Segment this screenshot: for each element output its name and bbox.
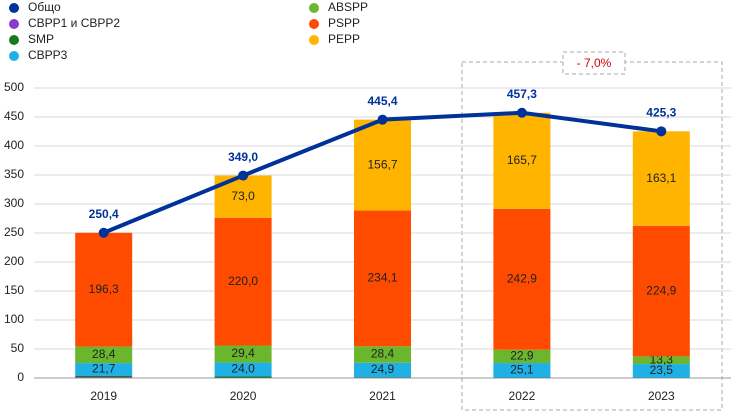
legend-marker bbox=[9, 3, 19, 13]
value-label: 23,5 bbox=[650, 363, 674, 377]
annotation: - 7,0% bbox=[577, 56, 612, 70]
value-label: 73,0 bbox=[231, 189, 255, 203]
x-tick-label: 2023 bbox=[648, 389, 675, 403]
bar-segment bbox=[75, 232, 133, 347]
total-point bbox=[98, 227, 109, 238]
value-label: 24,9 bbox=[371, 362, 395, 376]
bar-segment bbox=[354, 346, 411, 363]
legend-marker bbox=[9, 51, 19, 61]
bar-segment bbox=[354, 362, 411, 378]
x-tick-label: 2021 bbox=[369, 389, 396, 403]
total-point bbox=[238, 170, 249, 181]
x-tick-label: 2022 bbox=[509, 389, 536, 403]
value-label: 25,1 bbox=[510, 362, 534, 376]
value-label: 234,1 bbox=[367, 271, 397, 285]
bar-segment bbox=[632, 131, 690, 226]
y-tick-label: 300 bbox=[4, 196, 24, 210]
total-label: 250,4 bbox=[89, 207, 119, 221]
y-tick-label: 150 bbox=[4, 283, 24, 297]
value-label: 21,7 bbox=[92, 362, 116, 376]
bar-segment bbox=[354, 210, 411, 347]
legend-marker bbox=[309, 19, 319, 29]
annotation-box bbox=[562, 51, 626, 75]
x-tick-label: 2020 bbox=[230, 389, 257, 403]
total-label: 349,0 bbox=[228, 150, 258, 164]
legend-label: ABSPP bbox=[328, 0, 368, 14]
legend-marker bbox=[309, 3, 319, 13]
legend-label: PEPP bbox=[328, 32, 360, 46]
bar-segment bbox=[493, 349, 551, 364]
x-tick-label: 2019 bbox=[90, 389, 117, 403]
value-label: 24,0 bbox=[231, 362, 255, 376]
bar-segment bbox=[632, 364, 690, 378]
y-tick-label: 0 bbox=[17, 370, 24, 384]
value-label: 242,9 bbox=[507, 271, 537, 285]
total-label: 445,4 bbox=[367, 94, 397, 108]
value-label: 156,7 bbox=[367, 157, 397, 171]
value-label: 28,4 bbox=[371, 347, 395, 361]
y-tick-label: 400 bbox=[4, 138, 24, 152]
bar-segment bbox=[214, 345, 272, 363]
legend-label: SMP bbox=[28, 32, 54, 46]
bar-segment bbox=[354, 119, 411, 211]
bar-segment bbox=[214, 376, 272, 378]
value-label: 196,3 bbox=[89, 282, 119, 296]
legend-label: CBPP1 и CBPP2 bbox=[28, 16, 120, 30]
legend-label: CBPP3 bbox=[28, 48, 68, 62]
legend-label: PSPP bbox=[328, 16, 360, 30]
y-tick-label: 50 bbox=[11, 341, 25, 355]
total-point bbox=[377, 114, 388, 125]
total-label: 425,3 bbox=[646, 105, 676, 119]
y-tick-label: 250 bbox=[4, 225, 24, 239]
y-tick-label: 450 bbox=[4, 109, 24, 123]
legend-marker bbox=[9, 35, 19, 45]
value-label: 22,9 bbox=[510, 349, 534, 363]
bar-segment bbox=[214, 217, 272, 346]
y-tick-label: 200 bbox=[4, 254, 24, 268]
bar-segment bbox=[75, 363, 133, 376]
value-label: 165,7 bbox=[507, 153, 537, 167]
bar-segment bbox=[75, 377, 133, 378]
y-tick-label: 350 bbox=[4, 167, 24, 181]
bar-segment bbox=[493, 208, 551, 350]
value-label: 224,9 bbox=[646, 283, 676, 297]
total-point bbox=[656, 126, 667, 137]
bar-segment bbox=[214, 362, 272, 377]
bar-segment bbox=[632, 225, 690, 357]
bar-segment bbox=[75, 346, 133, 364]
value-label: 28,4 bbox=[92, 347, 116, 361]
total-point bbox=[516, 107, 527, 118]
bar-segment bbox=[493, 363, 551, 378]
legend-marker bbox=[9, 19, 19, 29]
bar-segment bbox=[75, 375, 133, 378]
value-label: 29,4 bbox=[231, 346, 255, 360]
y-tick-label: 500 bbox=[4, 80, 24, 94]
value-label: 220,0 bbox=[228, 274, 258, 288]
value-label: 163,1 bbox=[646, 171, 676, 185]
bar-segment bbox=[632, 356, 690, 365]
legend-label: Общо bbox=[28, 0, 61, 14]
total-label: 457,3 bbox=[507, 87, 537, 101]
legend-marker bbox=[309, 35, 319, 45]
y-tick-label: 100 bbox=[4, 312, 24, 326]
bar-segment bbox=[493, 112, 551, 209]
